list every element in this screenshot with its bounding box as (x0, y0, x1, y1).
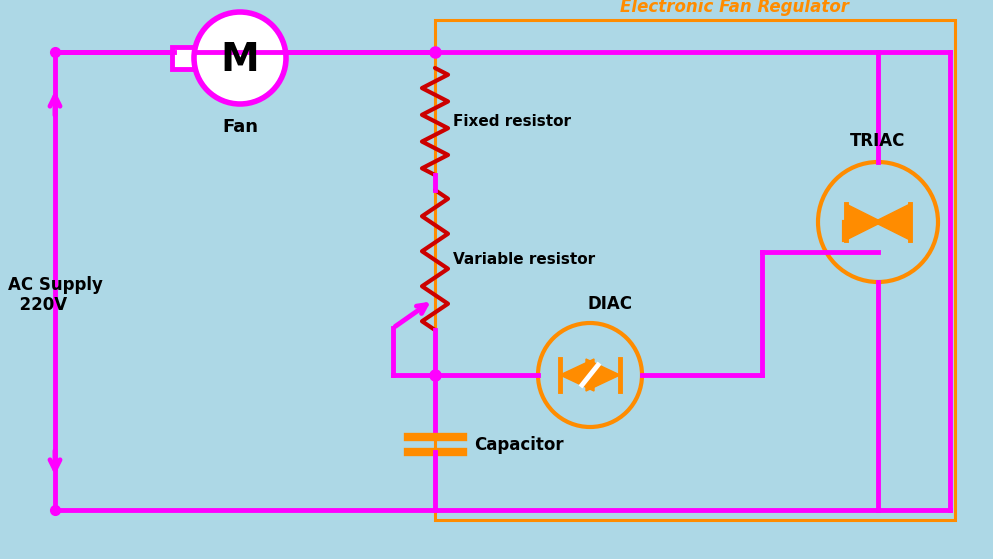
Bar (435, 20, 955, 520)
Text: Fixed resistor: Fixed resistor (453, 114, 571, 129)
Text: M: M (220, 41, 259, 79)
Text: Fan: Fan (222, 118, 258, 136)
Text: TRIAC: TRIAC (850, 132, 906, 150)
Polygon shape (586, 359, 620, 391)
Polygon shape (560, 359, 594, 391)
Circle shape (194, 12, 286, 104)
Bar (172, 47, 194, 69)
Text: AC Supply
  220V: AC Supply 220V (8, 276, 103, 314)
Text: Electronic Fan Regulator: Electronic Fan Regulator (621, 0, 849, 16)
Polygon shape (874, 204, 910, 240)
Text: Variable resistor: Variable resistor (453, 253, 595, 268)
Text: Capacitor: Capacitor (475, 435, 564, 453)
Text: DIAC: DIAC (588, 295, 633, 313)
Polygon shape (846, 204, 882, 240)
